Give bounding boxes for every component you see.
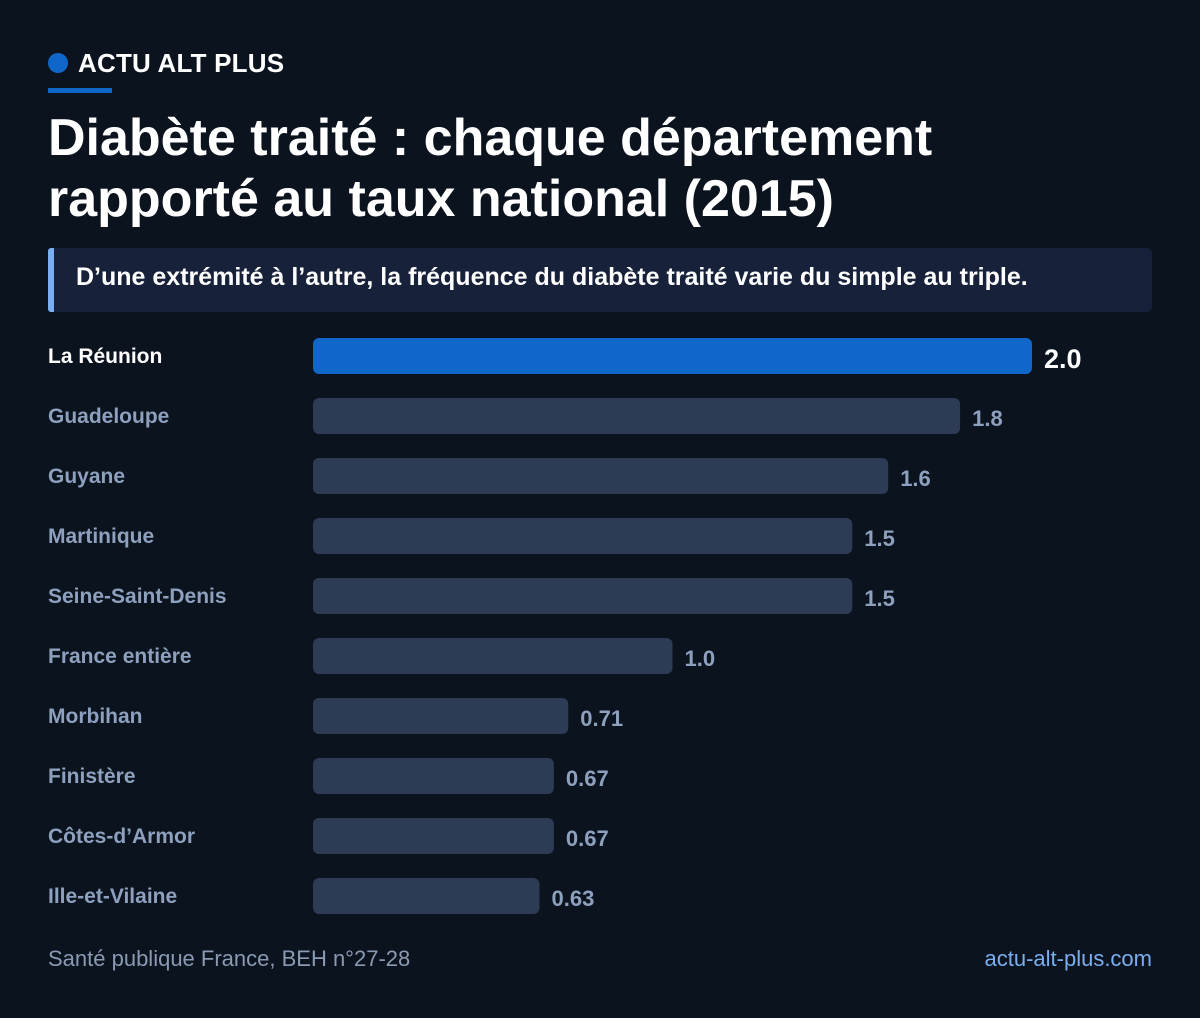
bar bbox=[313, 818, 554, 854]
bar-chart: La Réunion 2.0 Guadeloupe 1.8 Guyane 1.6 Marti… bbox=[48, 338, 1082, 914]
value-label: 1.8 bbox=[972, 406, 1003, 431]
category-label: Guyane bbox=[48, 465, 125, 488]
footer-site-link[interactable]: actu-alt-plus.com bbox=[984, 946, 1152, 971]
value-label: 1.5 bbox=[864, 586, 895, 611]
value-label: 1.0 bbox=[685, 646, 716, 671]
brand-dot-icon bbox=[48, 53, 68, 73]
bar bbox=[313, 518, 853, 554]
footer-source: Santé publique France, BEH n°27-28 bbox=[48, 946, 411, 971]
bar bbox=[313, 398, 961, 434]
category-label: Seine-Saint-Denis bbox=[48, 585, 227, 608]
bar bbox=[313, 878, 540, 914]
bar bbox=[313, 578, 853, 614]
brand-name: ACTU ALT PLUS bbox=[78, 47, 285, 78]
value-label: 2.0 bbox=[1044, 344, 1082, 374]
brand-underline bbox=[48, 88, 112, 93]
category-label: Finistère bbox=[48, 765, 136, 788]
bar bbox=[313, 638, 673, 674]
value-label: 1.6 bbox=[900, 466, 931, 491]
category-label: Morbihan bbox=[48, 705, 143, 728]
category-label: Ille-et-Vilaine bbox=[48, 885, 177, 908]
brand: ACTU ALT PLUS bbox=[48, 48, 284, 78]
chart-title: Diabète traité : chaque département rapp… bbox=[48, 109, 933, 228]
value-label: 0.67 bbox=[566, 766, 609, 791]
category-label: Guadeloupe bbox=[48, 405, 169, 428]
bar bbox=[313, 758, 554, 794]
subtitle-accent-bar bbox=[48, 248, 54, 312]
value-label: 1.5 bbox=[864, 526, 895, 551]
subtitle-callout: D’une extrémité à l’autre, la fréquence … bbox=[48, 248, 1152, 312]
bar bbox=[313, 458, 889, 494]
category-label: Martinique bbox=[48, 525, 154, 548]
value-label: 0.71 bbox=[580, 706, 623, 731]
value-label: 0.67 bbox=[566, 826, 609, 851]
value-label: 0.63 bbox=[551, 886, 594, 911]
bar bbox=[313, 698, 569, 734]
chart-subtitle: D’une extrémité à l’autre, la fréquence … bbox=[76, 263, 1028, 291]
category-label: Côtes-d’Armor bbox=[48, 825, 195, 848]
bar bbox=[313, 338, 1032, 374]
category-label: La Réunion bbox=[48, 345, 162, 368]
category-label: France entière bbox=[48, 645, 192, 668]
